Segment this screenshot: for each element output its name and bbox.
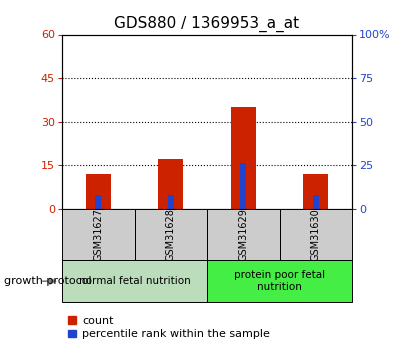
Bar	[240, 164, 246, 209]
Text: GSM31627: GSM31627	[93, 208, 103, 261]
Text: GSM31629: GSM31629	[238, 208, 248, 261]
Bar	[230, 107, 256, 209]
Text: growth protocol: growth protocol	[4, 276, 92, 286]
Text: GSM31630: GSM31630	[311, 208, 321, 261]
Text: GSM31628: GSM31628	[166, 208, 176, 261]
Bar	[158, 159, 184, 209]
Bar	[62, 209, 134, 260]
Bar	[313, 195, 318, 209]
Bar	[96, 195, 101, 209]
Bar	[86, 174, 111, 209]
Bar	[168, 195, 174, 209]
Bar	[134, 209, 207, 260]
Bar	[62, 260, 207, 302]
Legend: count, percentile rank within the sample: count, percentile rank within the sample	[68, 316, 270, 339]
Text: normal fetal nutrition: normal fetal nutrition	[79, 276, 190, 286]
Bar	[303, 174, 328, 209]
Title: GDS880 / 1369953_a_at: GDS880 / 1369953_a_at	[114, 16, 300, 32]
Text: protein poor fetal
nutrition: protein poor fetal nutrition	[234, 270, 325, 292]
Bar	[207, 260, 352, 302]
Bar	[280, 209, 352, 260]
Bar	[207, 209, 280, 260]
